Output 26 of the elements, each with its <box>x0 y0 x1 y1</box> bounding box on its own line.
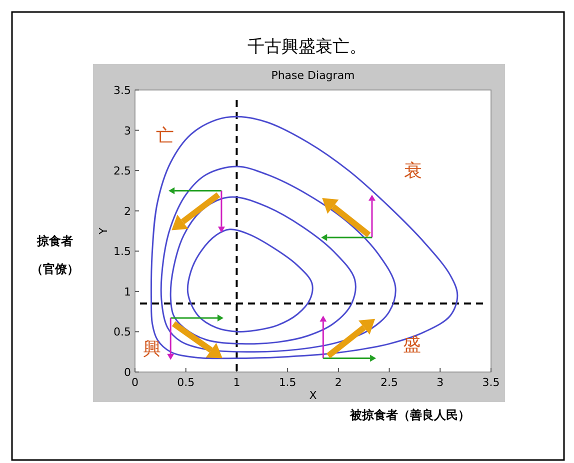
x-tick-label: 3 <box>436 376 444 389</box>
y-tick-label: 2.5 <box>114 164 131 178</box>
y-axis-title: Y <box>97 227 110 236</box>
x-tick-label: 2 <box>334 376 342 389</box>
annotation: 盛 <box>403 334 421 356</box>
x-tick-label: 2.5 <box>380 376 398 389</box>
x-tick-label: 1 <box>233 376 240 389</box>
x-tick-label: 0.5 <box>177 376 195 389</box>
annotation: 興 <box>143 338 161 360</box>
annotation: 衰 <box>404 160 422 182</box>
y-tick-label: 3.5 <box>114 84 131 97</box>
y-tick-label: 0.5 <box>114 326 131 339</box>
chart-subtitle: Phase Diagram <box>271 69 355 82</box>
chart-title: 千古興盛衰亡。 <box>248 37 366 57</box>
x-tick-label: 3.5 <box>482 376 500 389</box>
y-tick-label: 0 <box>124 366 131 379</box>
y-tick-label: 2 <box>124 204 131 218</box>
text: 掠食者 <box>36 234 73 248</box>
text: （官僚） <box>31 262 79 276</box>
x-axis-title: X <box>309 389 318 402</box>
y-tick-label: 3 <box>124 124 131 138</box>
annotation: 亡 <box>156 126 174 147</box>
y-tick-label: 1 <box>124 285 131 298</box>
text: 被掠食者（善良人民） <box>349 408 470 422</box>
x-tick-label: 1.5 <box>278 376 296 389</box>
y-tick-label: 1.5 <box>114 245 131 258</box>
